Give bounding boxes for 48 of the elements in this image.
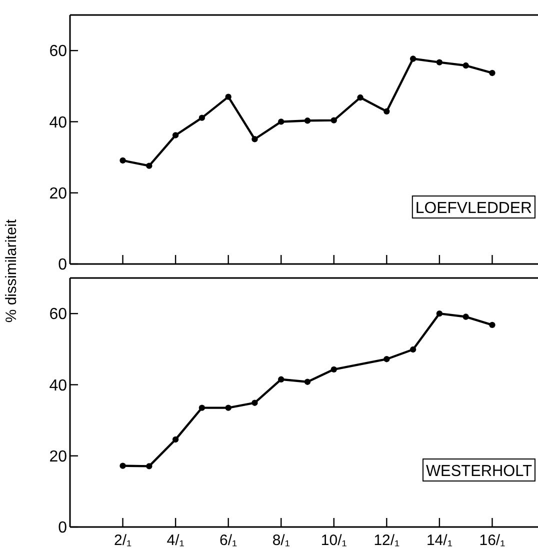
y-tick-label: 40 xyxy=(49,114,68,132)
point xyxy=(489,70,496,76)
annotation: WESTERHOLT xyxy=(426,462,536,480)
y-tick-label: 0 xyxy=(58,256,68,274)
x-tick-label: 2/₁ xyxy=(114,532,132,549)
y-tick-label: 40 xyxy=(49,377,68,394)
point xyxy=(304,118,311,124)
point xyxy=(252,136,258,142)
point xyxy=(304,378,311,385)
x-tick-label: 14/₁ xyxy=(426,532,452,549)
point xyxy=(436,310,443,317)
y-axis-title: % dissimilariteit xyxy=(3,218,20,323)
point xyxy=(225,94,232,100)
point xyxy=(198,114,206,121)
point xyxy=(278,118,284,125)
point xyxy=(252,400,258,406)
point xyxy=(384,356,390,362)
point xyxy=(278,376,284,382)
point xyxy=(410,56,416,62)
point xyxy=(225,404,232,411)
annotation: LOEFVLEDDER xyxy=(415,200,533,217)
point xyxy=(172,436,179,443)
point xyxy=(489,322,496,328)
point xyxy=(462,62,469,69)
point xyxy=(330,117,337,124)
point xyxy=(198,404,206,411)
y-tick-label: 60 xyxy=(49,43,68,60)
y-tick-label: 20 xyxy=(49,448,68,466)
point xyxy=(172,132,179,138)
point xyxy=(462,314,469,320)
y-tick-label: 60 xyxy=(49,306,68,324)
x-tick-label: 12/₁ xyxy=(374,532,400,549)
point xyxy=(384,108,390,114)
point xyxy=(436,59,443,66)
x-tick-label: 4/₁ xyxy=(166,532,184,549)
point xyxy=(146,162,152,169)
point xyxy=(357,94,364,101)
point xyxy=(410,346,416,353)
x-tick-label: 8/₁ xyxy=(272,532,290,549)
point xyxy=(330,366,337,372)
point xyxy=(120,462,126,469)
x-tick-label: 16/₁ xyxy=(479,532,506,549)
y-tick-label: 0 xyxy=(58,520,68,537)
point xyxy=(146,463,152,470)
y-tick-label: 20 xyxy=(49,185,68,202)
point xyxy=(120,157,126,164)
x-tick-label: 10/₁ xyxy=(320,532,347,549)
x-tick-label: 6/₁ xyxy=(220,532,238,549)
